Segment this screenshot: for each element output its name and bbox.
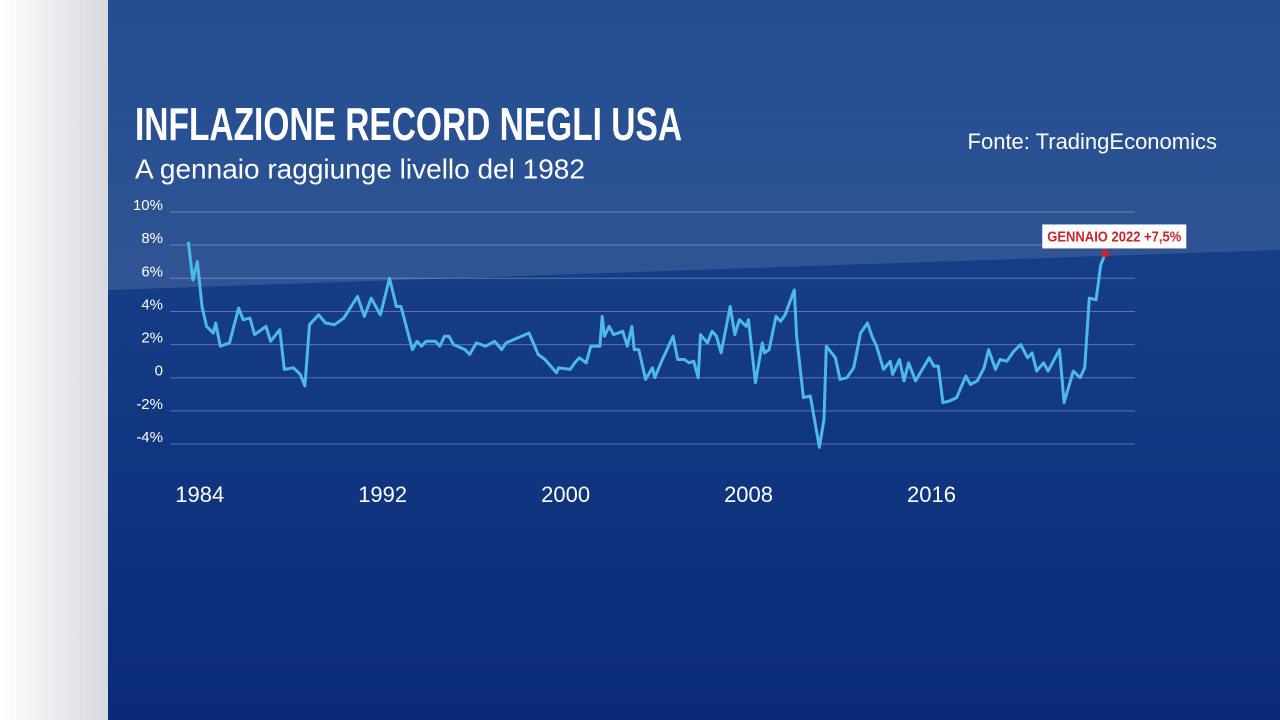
- x-tick-label: 1984: [175, 482, 224, 507]
- x-tick-label: 2008: [724, 482, 773, 507]
- annotation-box: [1042, 224, 1187, 249]
- y-tick-label: 2%: [141, 330, 163, 347]
- chart-title: INFLAZIONE RECORD NEGLI USA: [135, 98, 682, 150]
- x-tick-label: 1992: [358, 482, 407, 507]
- y-tick-label: 6%: [141, 263, 163, 280]
- side-panel: [0, 0, 108, 720]
- y-tick-label: 8%: [141, 230, 163, 247]
- inflation-line: [186, 241, 1107, 449]
- annotation-label: GENNAIO 2022 +7,5%: [1047, 228, 1181, 245]
- x-tick-label: 2016: [907, 482, 956, 507]
- x-tick-label: 2000: [541, 482, 590, 507]
- sheen: [108, 0, 1280, 290]
- source: Fonte: TradingEconomics: [968, 129, 1217, 154]
- y-tick-label: 0: [155, 363, 163, 380]
- y-tick-label: 4%: [141, 296, 163, 313]
- y-tick-label: 10%: [133, 197, 163, 214]
- y-tick-label: -2%: [136, 396, 163, 413]
- chart-subtitle: A gennaio raggiunge livello del 1982: [135, 153, 585, 184]
- last-point: [1101, 249, 1110, 258]
- y-tick-label: -4%: [136, 429, 163, 446]
